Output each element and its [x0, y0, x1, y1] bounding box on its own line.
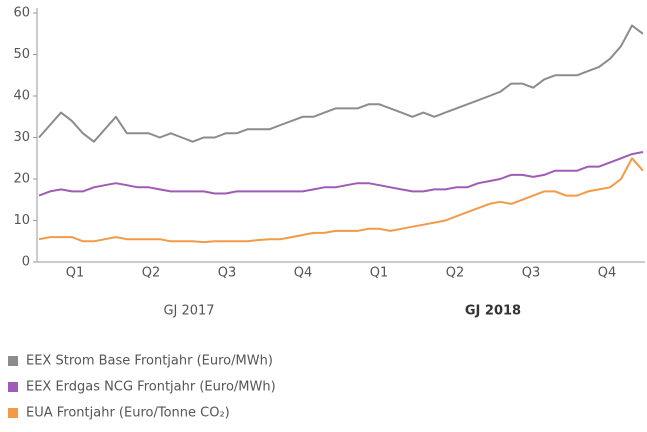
x-tick-label: Q1 [66, 266, 85, 281]
x-tick-label: Q2 [446, 266, 465, 281]
legend-swatch [8, 382, 18, 392]
x-tick-label: Q4 [598, 266, 617, 281]
group-label: GJ 2018 [465, 304, 521, 319]
series-line [38, 24, 644, 143]
legend-swatch [8, 408, 18, 418]
legend-swatch [8, 356, 18, 366]
x-tick-label: Q1 [370, 266, 389, 281]
group-label: GJ 2017 [163, 304, 214, 319]
x-tick-label: Q3 [218, 266, 237, 281]
legend-label: EEX Strom Base Frontjahr (Euro/MWh) [26, 354, 273, 369]
x-tick-label: Q4 [294, 266, 313, 281]
legend-label: EEX Erdgas NCG Frontjahr (Euro/MWh) [26, 380, 276, 395]
y-tick-label: 50 [13, 47, 30, 62]
y-tick-label: 0 [22, 255, 30, 270]
y-tick-label: 30 [13, 130, 30, 145]
x-tick-label: Q3 [522, 266, 541, 281]
y-tick-label: 20 [13, 172, 30, 187]
series-line [38, 151, 644, 197]
x-tick-label: Q2 [142, 266, 161, 281]
legend-label: EUA Frontjahr (Euro/Tonne CO₂) [26, 406, 230, 421]
y-tick-label: 60 [13, 6, 30, 21]
y-tick-label: 10 [13, 213, 30, 228]
y-tick-label: 40 [13, 89, 30, 104]
series-line [38, 157, 644, 244]
